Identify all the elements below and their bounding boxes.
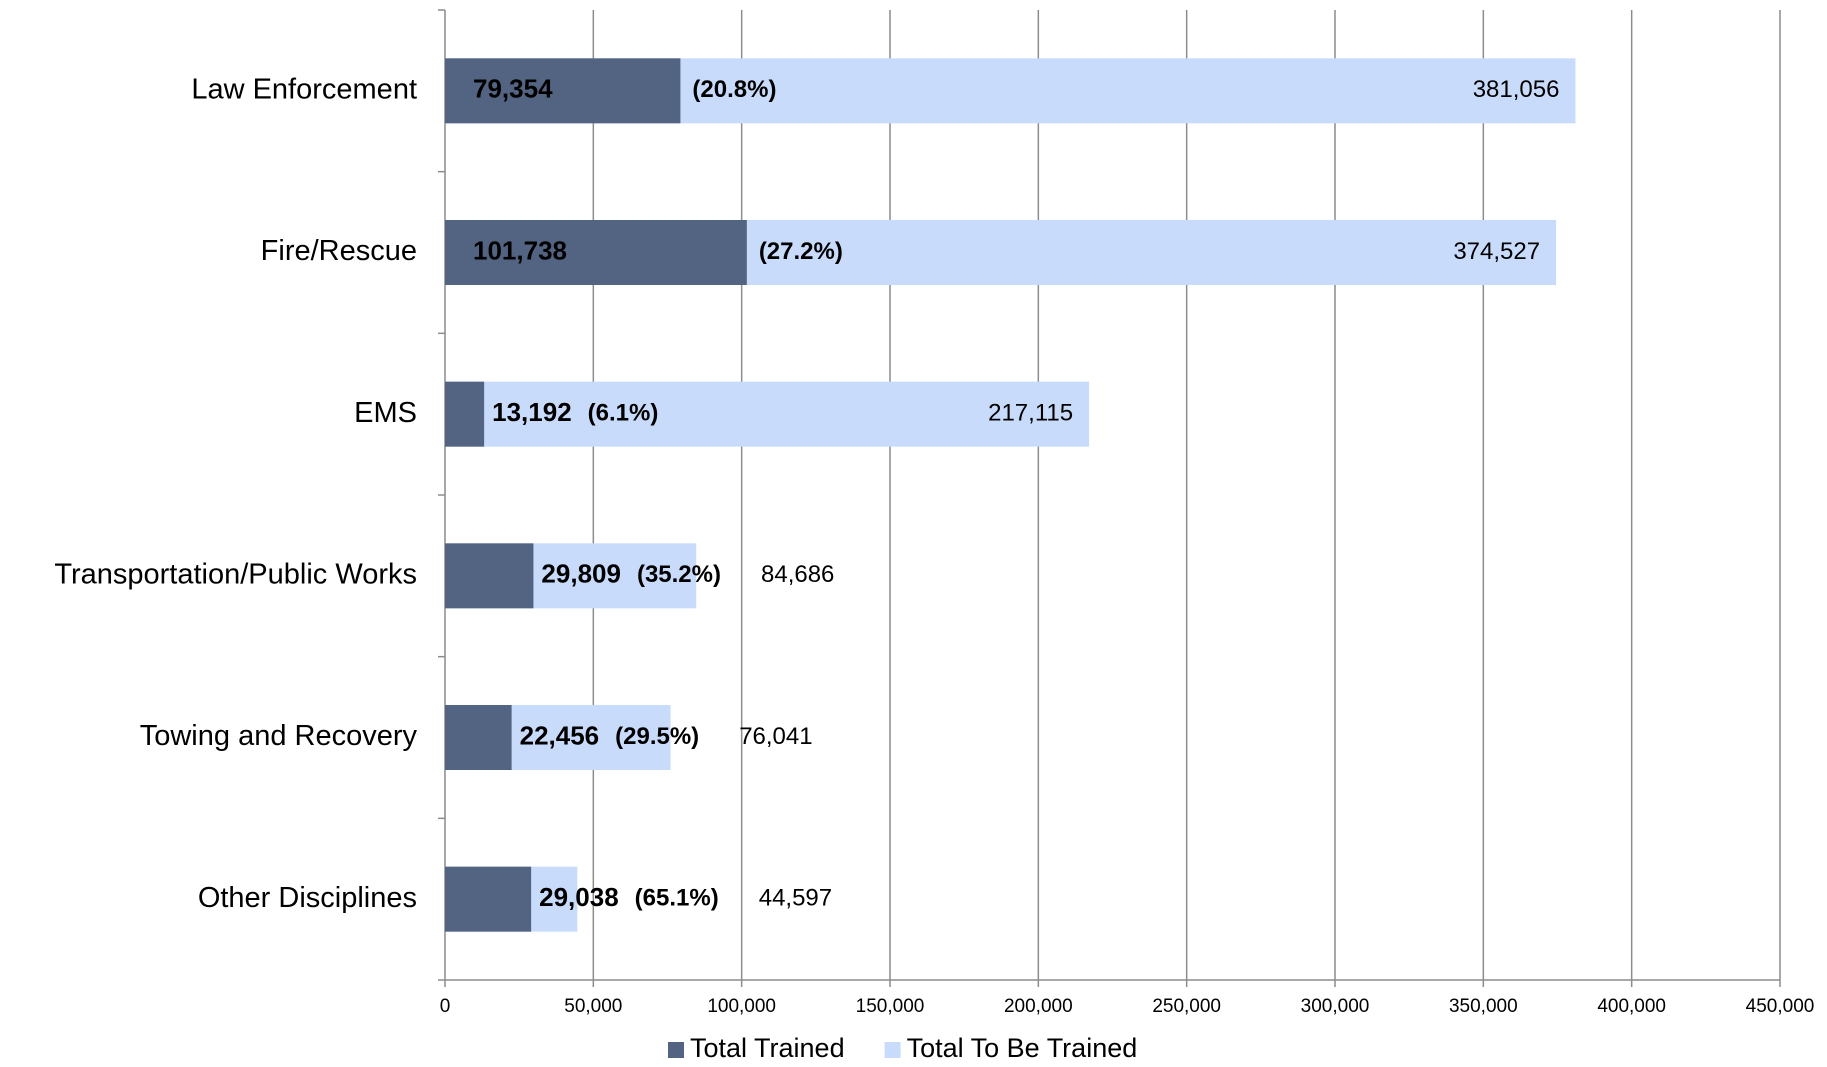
y-tick-label: Other Disciplines: [198, 882, 417, 914]
trained-label: 101,738: [473, 235, 567, 265]
bar-trained: [445, 220, 747, 285]
trained-label: 29,809: [541, 559, 621, 589]
legend-label: Total To Be Trained: [907, 1033, 1138, 1063]
percent-label: (6.1%): [588, 400, 659, 427]
trained-label: 79,354: [473, 74, 553, 104]
total-label: 76,041: [739, 723, 812, 750]
bar-trained: [445, 58, 681, 124]
x-tick-label: 100,000: [707, 996, 776, 1017]
percent-label: (35.2%): [637, 561, 721, 588]
total-label: 44,597: [759, 885, 832, 912]
trained-label: 13,192: [492, 397, 572, 427]
x-tick-label: 0: [440, 996, 451, 1017]
legend-swatch: [884, 1042, 901, 1058]
total-label: 84,686: [761, 561, 834, 588]
x-tick-label: 350,000: [1449, 996, 1518, 1017]
x-tick-label: 50,000: [564, 996, 622, 1017]
legend-swatch: [668, 1042, 684, 1058]
trained-label: 22,456: [520, 720, 600, 750]
percent-label: (29.5%): [615, 723, 699, 750]
x-tick-label: 450,000: [1746, 996, 1815, 1017]
y-tick-label: Transportation/Public Works: [54, 558, 417, 590]
total-label: 374,527: [1453, 238, 1540, 265]
legend-label: Total Trained: [690, 1033, 845, 1063]
y-tick-label: Law Enforcement: [191, 73, 417, 105]
x-tick-label: 150,000: [856, 996, 925, 1017]
bar-total: [445, 381, 1090, 447]
bar-trained: [445, 866, 532, 932]
total-label: 381,056: [1473, 76, 1560, 103]
y-tick-label: Fire/Rescue: [261, 235, 417, 267]
bar-trained: [445, 543, 534, 609]
x-tick-label: 200,000: [1004, 996, 1073, 1017]
y-tick-label: EMS: [354, 397, 417, 429]
bar-trained: [445, 705, 512, 770]
total-label: 217,115: [988, 400, 1073, 427]
percent-label: (65.1%): [635, 885, 719, 912]
percent-label: (20.8%): [692, 76, 776, 103]
x-tick-label: 250,000: [1152, 996, 1221, 1017]
y-tick-label: Towing and Recovery: [140, 720, 418, 752]
percent-label: (27.2%): [759, 238, 843, 265]
x-tick-label: 400,000: [1597, 996, 1666, 1017]
trained-label: 29,038: [539, 882, 619, 912]
x-tick-label: 300,000: [1301, 996, 1370, 1017]
bar-trained: [445, 381, 485, 447]
